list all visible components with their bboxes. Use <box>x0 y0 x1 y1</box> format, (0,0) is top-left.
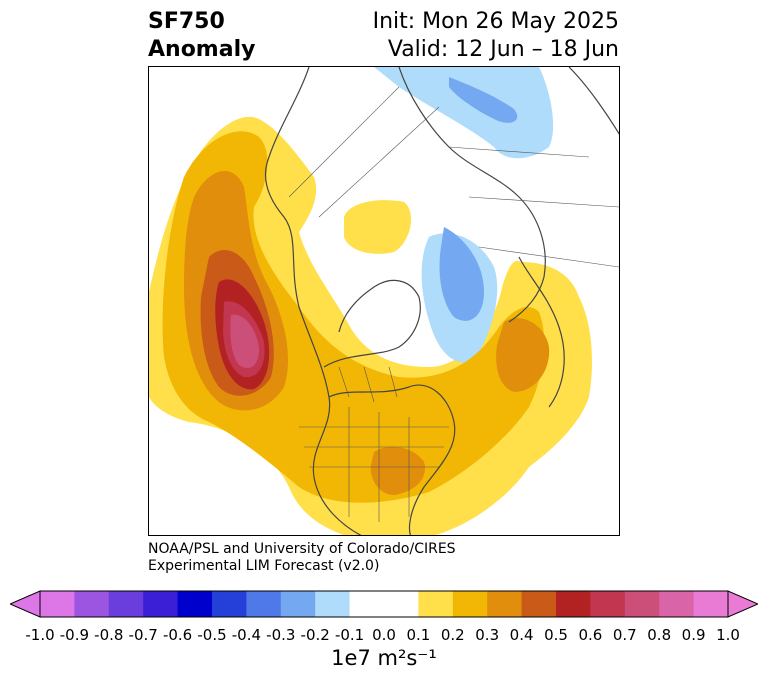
colorbar-tick-label: 0.5 <box>544 626 568 644</box>
political-borders <box>288 86 619 522</box>
colorbar-tick-label: -0.6 <box>162 626 193 644</box>
colorbar-tick-label: -0.1 <box>334 626 365 644</box>
anomaly-contour-neg0.2-europe <box>439 227 484 321</box>
colorbar-tick-label: 0.7 <box>612 626 637 644</box>
field-kind: Anomaly <box>148 37 256 62</box>
colorbar-tick-label: -1.0 <box>25 626 55 644</box>
anomaly-contour-neg0.2-asia <box>449 77 518 123</box>
credit-line-2: Experimental LIM Forecast (v2.0) <box>148 558 380 574</box>
colorbar-tick-label: -0.9 <box>59 626 90 644</box>
colorbar-cell <box>246 591 282 617</box>
anomaly-contour-0.2-pacific <box>162 131 545 503</box>
forecast-dates: Init: Mon 26 May 2025 Valid: 12 Jun – 18… <box>373 8 619 64</box>
colorbar-tick-label: 0.9 <box>681 626 706 644</box>
colorbar-tick-label: 1.0 <box>716 626 740 644</box>
map-title: SF750 Anomaly <box>148 8 255 64</box>
colorbar-tick-label: 0.0 <box>372 626 396 644</box>
colorbar-cell <box>556 591 591 617</box>
colorbar-cells <box>40 591 729 617</box>
map-canvas <box>149 67 619 535</box>
credit-line-1: NOAA/PSL and University of Colorado/CIRE… <box>148 541 456 557</box>
colorbar-cell <box>452 591 488 617</box>
colorbar-tick-label: -0.7 <box>128 626 158 644</box>
colorbar-ticks: -1.0 -0.9 -0.8 -0.7 -0.6 -0.5 -0.4 -0.3 -0.2 -0.1… <box>0 626 768 646</box>
colorbar-under-arrow <box>10 590 41 618</box>
colorbar-cell <box>590 591 626 617</box>
colorbar-cell <box>384 591 419 617</box>
colorbar-cell <box>521 591 557 617</box>
colorbar-cell <box>315 591 351 617</box>
colorbar-cell <box>212 591 247 617</box>
colorbar-outline <box>39 590 729 618</box>
colorbar-tick-label: 0.6 <box>578 626 603 644</box>
colorbar-cell <box>74 591 110 617</box>
colorbar-cell <box>40 591 75 617</box>
valid-range: Valid: 12 Jun – 18 Jun <box>387 37 619 62</box>
colorbar-tick-label: -0.8 <box>94 626 124 644</box>
colorbar-over-arrow <box>727 590 758 618</box>
anomaly-contour-0.3-eastus <box>370 446 425 495</box>
init-date: Init: Mon 26 May 2025 <box>372 9 619 34</box>
colorbar <box>10 590 758 618</box>
colorbar-tick-label: 0.4 <box>509 626 534 644</box>
colorbar-cell <box>418 591 454 617</box>
colorbar-tick-label: -0.3 <box>266 626 296 644</box>
colorbar-cell <box>659 591 695 617</box>
colorbar-cell <box>624 591 660 617</box>
colorbar-tick-label: -0.4 <box>231 626 262 644</box>
colorbar-unit-label: 1e7 m²s⁻¹ <box>331 646 437 670</box>
colorbar-cell <box>143 591 179 617</box>
anomaly-contour-0.1-arctic <box>344 200 412 254</box>
colorbar-cell <box>693 591 729 617</box>
colorbar-tick-label: 0.1 <box>406 626 431 644</box>
anomaly-contour-0.7-pacific <box>230 314 259 369</box>
anomaly-contour-0.3-atlantic <box>496 318 550 392</box>
colorbar-tick-label: 0.3 <box>475 626 500 644</box>
colorbar-cell <box>177 591 213 617</box>
anomaly-contour-neg0.1-asia <box>374 67 554 159</box>
colorbar-tick-label: -0.2 <box>300 626 330 644</box>
colorbar-cell <box>349 591 385 617</box>
colorbar-cell <box>108 591 144 617</box>
colorbar-tick-label: 0.8 <box>647 626 672 644</box>
colorbar-cell <box>280 591 316 617</box>
colorbar-tick-label: 0.2 <box>440 626 465 644</box>
anomaly-map <box>148 66 620 536</box>
coastlines <box>264 67 619 535</box>
colorbar-tick-label: -0.5 <box>197 626 227 644</box>
variable-name: SF750 <box>148 9 225 34</box>
colorbar-cell <box>487 591 523 617</box>
data-credit: NOAA/PSL and University of Colorado/CIRE… <box>148 541 456 575</box>
